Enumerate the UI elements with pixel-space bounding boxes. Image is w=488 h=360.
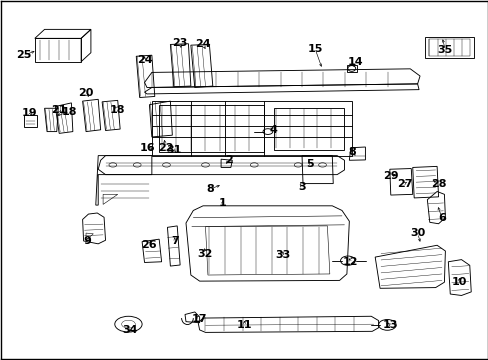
Text: 19: 19 xyxy=(22,108,38,118)
Text: 28: 28 xyxy=(430,179,446,189)
Text: 10: 10 xyxy=(450,277,466,287)
Text: 6: 6 xyxy=(437,213,445,222)
Text: 29: 29 xyxy=(382,171,398,181)
Text: 14: 14 xyxy=(347,57,363,67)
Text: 27: 27 xyxy=(396,179,411,189)
Text: 12: 12 xyxy=(343,257,358,267)
Text: 35: 35 xyxy=(437,45,452,55)
Text: 31: 31 xyxy=(166,144,181,154)
Text: 34: 34 xyxy=(122,325,138,335)
Text: 32: 32 xyxy=(198,248,213,258)
Text: 24: 24 xyxy=(195,40,210,49)
Text: 8: 8 xyxy=(206,184,214,194)
Text: 15: 15 xyxy=(307,44,322,54)
Text: 3: 3 xyxy=(298,182,305,192)
Text: 23: 23 xyxy=(172,38,187,48)
Text: 17: 17 xyxy=(191,314,207,324)
Text: 26: 26 xyxy=(142,240,157,250)
Text: 24: 24 xyxy=(137,55,152,65)
Text: 5: 5 xyxy=(306,159,313,169)
Text: 8: 8 xyxy=(347,147,355,157)
Text: 18: 18 xyxy=(62,107,78,117)
Text: 30: 30 xyxy=(409,228,425,238)
Text: 16: 16 xyxy=(140,143,156,153)
Text: 7: 7 xyxy=(171,236,179,246)
Text: 22: 22 xyxy=(158,143,173,153)
Text: 18: 18 xyxy=(110,105,125,115)
Text: 20: 20 xyxy=(78,88,94,98)
Text: 4: 4 xyxy=(269,125,277,135)
Text: 9: 9 xyxy=(83,236,91,246)
Text: 13: 13 xyxy=(382,320,398,330)
Text: 33: 33 xyxy=(274,250,289,260)
Text: 25: 25 xyxy=(17,50,32,60)
Text: 21: 21 xyxy=(51,105,67,115)
Text: 2: 2 xyxy=(224,155,232,165)
Text: 1: 1 xyxy=(218,198,226,208)
Text: 11: 11 xyxy=(236,320,252,330)
